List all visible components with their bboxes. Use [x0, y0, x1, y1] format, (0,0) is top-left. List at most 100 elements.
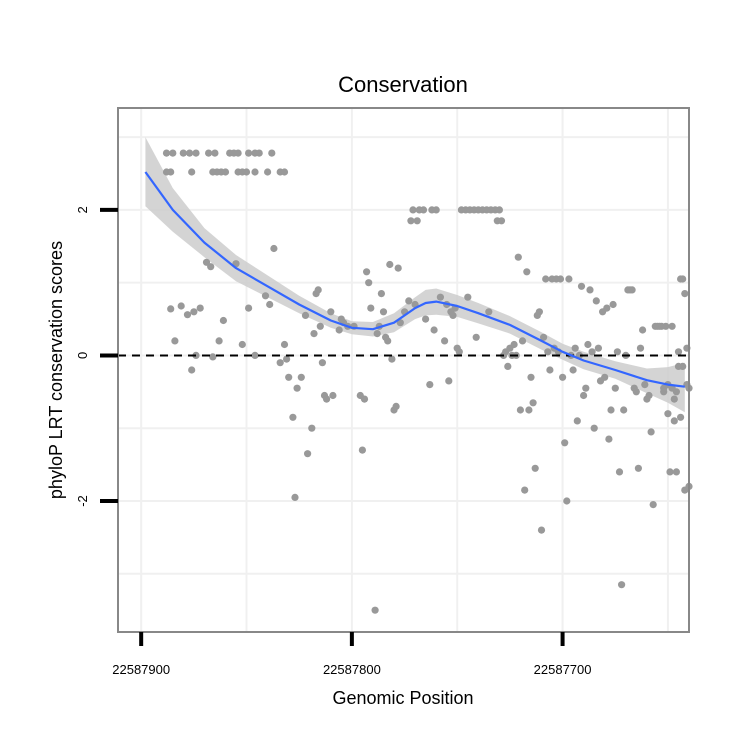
data-point — [264, 168, 272, 176]
y-axis-label: phyloP LRT conservation scores — [46, 241, 66, 499]
data-point — [384, 337, 392, 345]
data-point — [407, 217, 415, 225]
data-point — [679, 275, 687, 283]
data-point — [363, 268, 371, 276]
data-point — [445, 377, 453, 385]
data-point — [586, 286, 594, 294]
data-point — [559, 373, 567, 381]
data-point — [327, 308, 335, 316]
chart-title: Conservation — [338, 72, 468, 97]
data-point — [285, 373, 293, 381]
data-point — [529, 399, 537, 407]
data-point — [571, 344, 579, 352]
data-point — [266, 300, 274, 309]
data-point — [674, 348, 683, 356]
data-point — [540, 333, 548, 341]
data-point — [594, 344, 603, 352]
data-point — [169, 149, 177, 157]
data-point — [516, 406, 525, 414]
data-point — [365, 279, 373, 287]
data-point — [179, 149, 187, 157]
data-point — [601, 373, 609, 381]
data-point — [394, 264, 402, 272]
confidence-band — [145, 137, 685, 413]
data-point — [542, 275, 550, 283]
data-point — [316, 322, 324, 330]
data-point — [647, 428, 655, 436]
data-point — [672, 468, 681, 476]
data-point — [472, 333, 480, 341]
data-point — [388, 355, 396, 363]
data-point — [386, 260, 394, 269]
data-point — [371, 606, 379, 614]
data-point — [215, 337, 223, 345]
data-point — [677, 413, 685, 421]
data-point — [527, 373, 535, 381]
x-tick-label: 22587700 — [534, 662, 592, 677]
data-point — [636, 344, 645, 352]
data-point — [219, 316, 227, 325]
data-point — [392, 402, 400, 410]
data-point — [280, 340, 289, 349]
data-point — [419, 206, 428, 214]
data-point — [234, 149, 242, 157]
data-point — [569, 366, 577, 374]
data-point — [679, 362, 687, 370]
data-point — [645, 391, 653, 400]
data-point — [588, 348, 596, 356]
data-point — [521, 486, 529, 494]
data-point — [310, 330, 318, 338]
data-point — [373, 330, 381, 338]
data-point — [561, 439, 569, 447]
data-point — [209, 353, 217, 361]
data-point — [167, 305, 175, 313]
data-point — [577, 282, 586, 290]
data-point — [495, 206, 503, 214]
data-point — [660, 384, 668, 392]
data-point — [304, 450, 312, 458]
data-point — [211, 149, 219, 157]
data-point — [464, 293, 472, 301]
data-point — [283, 355, 291, 363]
data-point — [297, 373, 305, 381]
data-point — [255, 149, 263, 157]
data-point — [537, 526, 546, 534]
data-point — [525, 406, 533, 414]
data-point — [609, 300, 617, 309]
data-point — [268, 149, 276, 157]
data-point — [167, 168, 175, 176]
data-point — [441, 337, 449, 345]
data-point — [196, 304, 204, 312]
data-point — [308, 424, 316, 432]
data-point — [426, 381, 434, 389]
data-point — [245, 149, 253, 157]
data-point — [639, 326, 647, 334]
data-point — [245, 304, 253, 312]
data-point — [242, 168, 251, 176]
data-point — [188, 366, 196, 374]
data-point — [432, 206, 440, 214]
data-point — [497, 217, 506, 225]
data-point — [590, 424, 598, 432]
data-point — [670, 417, 678, 425]
data-point — [335, 326, 343, 334]
data-point — [314, 286, 322, 294]
data-point — [251, 351, 259, 359]
data-point — [177, 302, 185, 310]
data-point — [413, 217, 421, 225]
data-point — [485, 308, 493, 316]
data-point — [603, 304, 611, 312]
data-point — [670, 395, 678, 403]
data-point — [666, 468, 674, 476]
data-point — [171, 337, 179, 345]
data-point — [430, 326, 438, 334]
data-point — [251, 168, 259, 176]
data-point — [641, 381, 649, 389]
confidence-band-area — [145, 137, 685, 413]
y-axis: 2 0 -2 — [75, 206, 118, 507]
data-point — [186, 149, 194, 157]
data-point — [628, 286, 636, 294]
data-point — [183, 311, 192, 319]
data-point — [544, 348, 552, 356]
